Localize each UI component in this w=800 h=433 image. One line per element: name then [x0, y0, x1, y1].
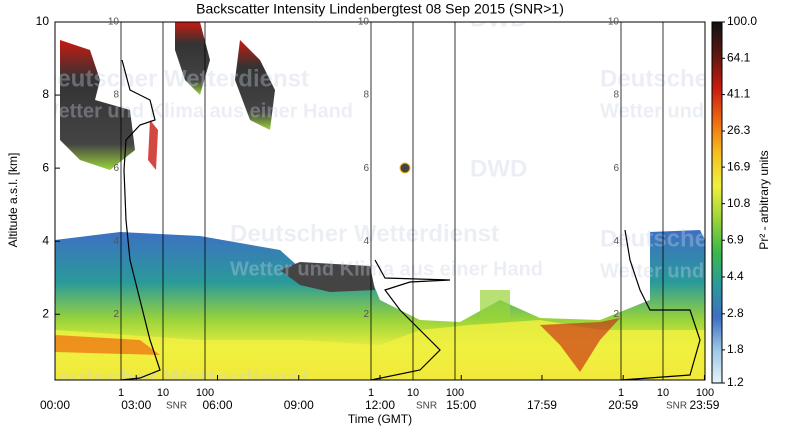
colorbar-tick-label: 1.2 — [727, 375, 744, 389]
snr-profile — [620, 229, 701, 381]
colorbar — [711, 21, 723, 384]
watermark: Deutscher Wetterdienst — [40, 365, 309, 392]
inset-y-tick-label: 6 — [613, 163, 619, 174]
watermark: Wetter und Klima aus einer Hand — [600, 260, 800, 282]
inset-y-tick-label: 8 — [113, 90, 119, 101]
colorbar-tick-label: 10.8 — [727, 196, 751, 210]
inset-x-tick-label: 100 — [696, 387, 714, 399]
colorbar-tick-label: 100.0 — [727, 14, 757, 28]
x-axis-label: Time (GMT) — [348, 412, 412, 426]
snr-profile — [370, 259, 451, 381]
snr-profile — [120, 59, 161, 381]
colorbar-tick-label: 2.8 — [727, 306, 744, 320]
watermark: Wetter und Klima aus einer Hand — [40, 100, 353, 122]
inset-y-tick-label: 8 — [363, 90, 369, 101]
inset-y-tick-label: 10 — [108, 17, 120, 28]
y-tick-label: 8 — [42, 87, 49, 101]
snr-profiles — [120, 59, 701, 381]
colorbar-tick-label: 26.3 — [727, 123, 751, 137]
watermark: Deutscher Wetterdienst — [230, 220, 499, 247]
watermark: DWD — [470, 5, 527, 32]
watermark: Wetter und Klima aus einer Hand — [230, 258, 543, 280]
heatmap-image: Deutscher Wetterdienst Wetter und Klima … — [40, 5, 800, 392]
inset-x-tick-label: 10 — [157, 387, 169, 399]
inset-y-tick-label: 4 — [363, 236, 369, 247]
inset-x-tick-label: 1 — [618, 387, 624, 399]
colorbar-tick-label: 41.1 — [727, 87, 751, 101]
y-tick-label: 6 — [42, 160, 49, 174]
inset-y-tick-label: 2 — [613, 309, 619, 320]
inset-x-tick-label: 100 — [196, 387, 214, 399]
inset-y-tick-label: 2 — [113, 309, 119, 320]
inset-y-tick-label: 2 — [363, 309, 369, 320]
colorbar-tick-label: 64.1 — [727, 50, 751, 64]
chart-title: Backscatter Intensity Lindenbergtest 08 … — [196, 1, 564, 17]
x-tick-label: 12:00 — [365, 398, 395, 412]
watermark: Deutscher Wetterdienst — [600, 65, 800, 92]
x-tick-label: 00:00 — [40, 398, 70, 412]
inset-x-tick-label: 10 — [407, 387, 419, 399]
inset-y-tick-label: 10 — [608, 17, 620, 28]
y-tick-label: 4 — [42, 233, 49, 247]
inset-x-label: SNR — [666, 401, 687, 412]
inset-y-tick-label: 6 — [113, 163, 119, 174]
colorbar-label: Pr² - arbitrary units — [757, 150, 771, 249]
x-tick-label: 15:00 — [446, 398, 476, 412]
x-tick-label: 06:00 — [202, 398, 232, 412]
watermark: Deutscher Wetterdienst — [40, 65, 309, 92]
colorbar-tick-label: 16.9 — [727, 159, 751, 173]
y-tick-label: 10 — [36, 14, 50, 28]
inset-y-tick-label: 10 — [358, 17, 370, 28]
inset-y-tick-label: 4 — [613, 236, 619, 247]
inset-x-label: SNR — [166, 401, 187, 412]
watermark: DWD — [470, 155, 527, 182]
inset-x-tick-label: 1 — [118, 387, 124, 399]
x-tick-label: 09:00 — [284, 398, 314, 412]
inset-y-tick-label: 4 — [113, 236, 119, 247]
watermark: Wetter und Klima aus einer Hand — [600, 100, 800, 122]
x-tick-label: 17:59 — [527, 398, 557, 412]
watermark: Deutscher Wetterdienst — [600, 225, 800, 252]
inset-y-tick-label: 8 — [613, 90, 619, 101]
colorbar-tick-label: 6.9 — [727, 232, 744, 246]
y-axis-label: Altitude a.s.l. [km] — [6, 153, 20, 248]
colorbar-tick-label: 4.4 — [727, 269, 744, 283]
inset-y-tick-label: 6 — [363, 163, 369, 174]
inset-x-tick-label: 10 — [657, 387, 669, 399]
inset-x-tick-label: 100 — [446, 387, 464, 399]
inset-x-tick-label: 1 — [368, 387, 374, 399]
x-tick-label: 20:59 — [608, 398, 638, 412]
colorbar-tick-label: 1.8 — [727, 342, 744, 356]
x-tick-label: 23:59 — [689, 398, 719, 412]
y-tick-label: 2 — [42, 306, 49, 320]
x-tick-label: 03:00 — [121, 398, 151, 412]
inset-x-label: SNR — [416, 401, 437, 412]
